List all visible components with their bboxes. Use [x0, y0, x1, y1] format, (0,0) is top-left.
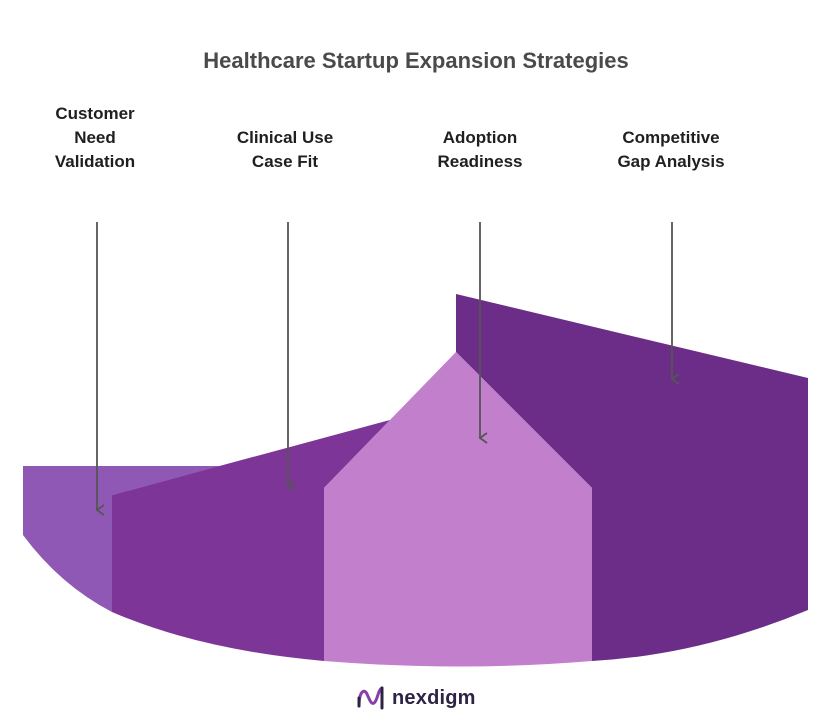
- diagram-title: Healthcare Startup Expansion Strategies: [203, 48, 629, 73]
- stage-shape-customer-need-validation: [23, 466, 220, 612]
- logo-wordmark: nexdigm: [392, 686, 476, 709]
- stage-shape-competitive-gap-analysis: [456, 294, 808, 661]
- stage-shape-adoption-readiness: [324, 352, 592, 667]
- stage-label-clinical-use-case-fit: Clinical Use Case Fit: [236, 128, 334, 171]
- nexdigm-logo: nexdigm: [356, 683, 476, 713]
- stage-shape-clinical-use-case-fit: [112, 420, 390, 661]
- stage-label-customer-need-validation: Customer Need Validation: [54, 104, 136, 171]
- stage-label-competitive-gap-analysis: Competitive Gap Analysis: [617, 128, 725, 171]
- nexdigm-logo-icon: [357, 686, 384, 710]
- stage-label-adoption-readiness: Adoption Readiness: [437, 128, 523, 171]
